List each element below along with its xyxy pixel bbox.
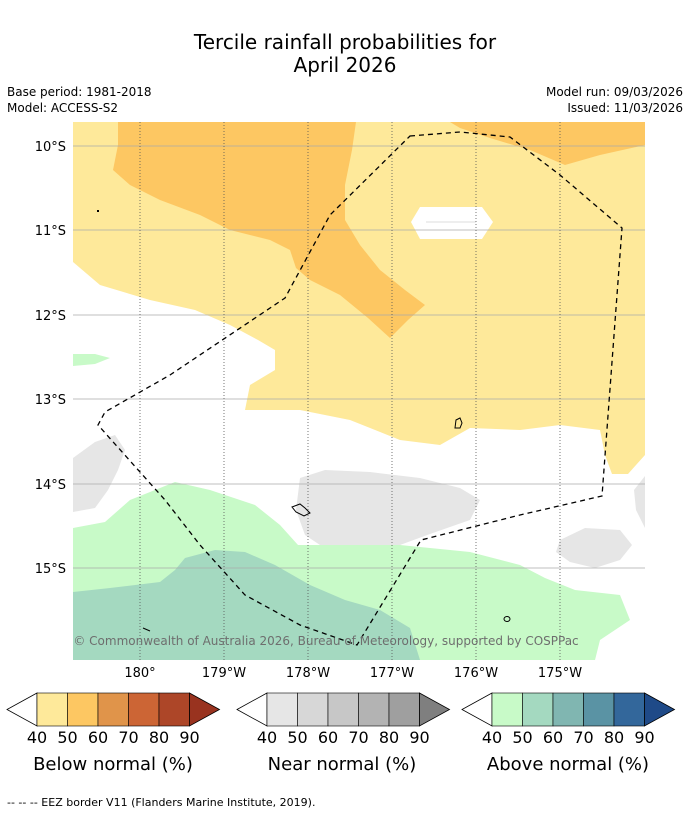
latitude-labels: 10°S 11°S 12°S 13°S 14°S 15°S [35, 140, 66, 577]
colorbar-tick-label: 90 [409, 728, 429, 747]
meta-right: Model run: 09/03/2026 Issued: 11/03/2026 [546, 84, 683, 116]
colorbar-tick-label: 40 [27, 728, 47, 747]
colorbar-under-arrow [236, 692, 268, 727]
colorbar-segment [297, 692, 329, 727]
colorbar-tick-label: 60 [318, 728, 338, 747]
colorbar-tick-label: 50 [57, 728, 77, 747]
lon-label-178w: 178°W [286, 666, 330, 681]
colorbar-segment [36, 692, 68, 727]
colorbar-tick-label: 70 [348, 728, 368, 747]
near-normal-region-east [556, 528, 632, 568]
below-normal-50-region-ne [450, 122, 645, 165]
colorbar-tick-label: 80 [379, 728, 399, 747]
lat-label-10s: 10°S [35, 140, 66, 155]
latitude-gridlines [73, 145, 645, 569]
colorbar-over-arrow [189, 692, 221, 727]
colorbar-title: Above normal (%) [487, 754, 649, 775]
copyright-notice: © Commonwealth of Australia 2026, Bureau… [73, 634, 578, 648]
lon-label-176w: 176°W [454, 666, 498, 681]
near-normal-region-center [296, 470, 480, 545]
colorbar-tick-label: 70 [118, 728, 138, 747]
colorbar-under-arrow [461, 692, 493, 727]
model-name: Model: ACCESS-S2 [7, 101, 119, 115]
colorbar-above-normal: 40 50 60 70 80 90 Above normal (%) [461, 692, 676, 775]
colorbar-title: Near normal (%) [268, 754, 417, 775]
colorbar-tick-label: 50 [287, 728, 307, 747]
map-title: Tercile rainfall probabilities for April… [0, 31, 690, 77]
normal-gap-white [411, 207, 493, 239]
colorbar-segment [613, 692, 645, 727]
colorbar-near-normal: 40 50 60 70 80 90 Near normal (%) [236, 692, 451, 775]
colorbar-segment [552, 692, 584, 727]
near-normal-region-far-east [634, 476, 645, 528]
colorbar-segment [97, 692, 129, 727]
island-a [454, 417, 463, 429]
lat-label-12s: 12°S [35, 309, 66, 324]
base-period: Base period: 1981-2018 [7, 85, 152, 99]
lon-label-180: 180° [124, 666, 155, 681]
map-area: © Commonwealth of Australia 2026, Bureau… [73, 122, 645, 660]
colorbar-title: Below normal (%) [33, 754, 193, 775]
meta-left: Base period: 1981-2018 Model: ACCESS-S2 [7, 84, 152, 116]
island-b [291, 503, 311, 517]
eez-border [97, 131, 623, 646]
lon-label-177w: 177°W [370, 666, 414, 681]
colorbar-segment [491, 692, 523, 727]
colorbar-segment [128, 692, 160, 727]
colorbar-segment [158, 692, 190, 727]
colorbar-segment [358, 692, 390, 727]
longitude-labels: 180° 179°W 178°W 177°W 176°W 175°W [124, 666, 582, 681]
colorbar-tick-label: 60 [543, 728, 563, 747]
colorbar-tick-label: 90 [634, 728, 654, 747]
colorbar-tick-label: 80 [149, 728, 169, 747]
colorbar-segment [583, 692, 615, 727]
title-line-1: Tercile rainfall probabilities for [193, 30, 497, 54]
island-c [503, 616, 511, 622]
colorbar-tick-label: 80 [604, 728, 624, 747]
title-line-2: April 2026 [293, 53, 397, 77]
colorbar-tick-label: 70 [573, 728, 593, 747]
colorbar-below-normal: 40 50 60 70 80 90 Below normal (%) [6, 692, 221, 775]
colorbar-segment [266, 692, 298, 727]
lat-label-13s: 13°S [35, 393, 66, 408]
colorbar-tick-label: 50 [512, 728, 532, 747]
colorbar-tick-label: 60 [88, 728, 108, 747]
colorbar-tick-label: 40 [482, 728, 502, 747]
lat-label-11s: 11°S [35, 224, 66, 239]
issued-date: Issued: 11/03/2026 [567, 101, 683, 115]
colorbar-segment [522, 692, 554, 727]
lat-label-14s: 14°S [35, 478, 66, 493]
eez-footnote: -- -- -- EEZ border V11 (Flanders Marine… [7, 796, 316, 809]
colorbar-tick-label: 40 [257, 728, 277, 747]
colorbar-tick-label: 90 [179, 728, 199, 747]
colorbar-over-arrow [419, 692, 451, 727]
colorbar-under-arrow [6, 692, 38, 727]
colorbar-segment [327, 692, 359, 727]
near-normal-region-west [73, 435, 125, 512]
lon-label-175w: 175°W [538, 666, 582, 681]
colorbar-segment [388, 692, 420, 727]
colorbar-segment [67, 692, 99, 727]
lat-label-15s: 15°S [35, 562, 66, 577]
lon-label-179w: 179°W [202, 666, 246, 681]
above-normal-50-region [73, 550, 420, 660]
model-run: Model run: 09/03/2026 [545, 85, 683, 99]
above-normal-40-region-small [73, 354, 110, 366]
colorbar-over-arrow [644, 692, 676, 727]
